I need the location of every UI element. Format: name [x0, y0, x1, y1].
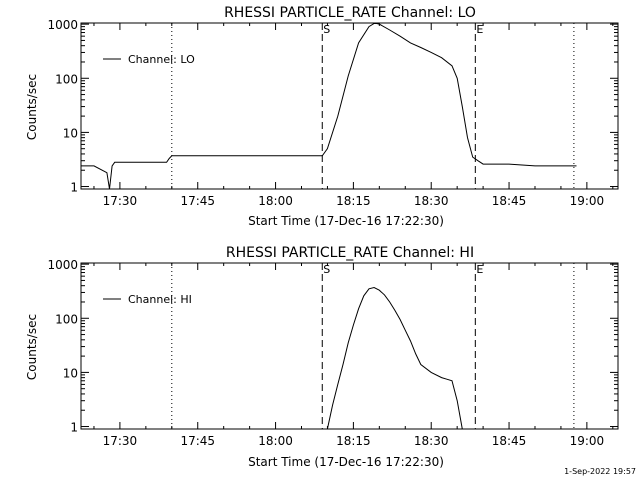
y-axis: 1 10 100 1000 [47, 258, 618, 435]
x-tick-label: 17:30 [103, 434, 138, 448]
y-axis: 1 10 100 1000 [47, 18, 618, 195]
y-tick-label: 10 [63, 126, 78, 140]
y-tick-label: 1 [70, 181, 78, 195]
x-tick-label: 18:00 [258, 194, 293, 208]
footer-timestamp: 1-Sep-2022 19:57 [564, 467, 636, 476]
x-tick-label: 19:00 [570, 434, 605, 448]
legend: Channel: LO [103, 53, 195, 66]
x-tick-label: 17:45 [180, 434, 215, 448]
chart-title: RHESSI PARTICLE_RATE Channel: LO [224, 5, 476, 21]
x-tick-label: 19:00 [570, 194, 605, 208]
marker-label: S [323, 23, 330, 36]
x-axis: 17:30 17:45 18:00 18:15 18:30 18:45 19:00 [93, 23, 614, 208]
y-tick-label: 1 [70, 421, 78, 435]
x-tick-label: 18:45 [492, 194, 527, 208]
x-tick-label: 17:45 [180, 194, 215, 208]
chart-title: RHESSI PARTICLE_RATE Channel: HI [226, 245, 474, 261]
y-tick-label: 10 [63, 366, 78, 380]
legend-entry: Channel: LO [128, 53, 195, 66]
y-tick-label: 100 [55, 312, 78, 326]
x-axis-label: Start Time (17-Dec-16 17:22:30) [248, 455, 444, 469]
x-tick-label: 18:45 [492, 434, 527, 448]
x-tick-label: 18:30 [414, 434, 449, 448]
plot-frame [80, 262, 619, 430]
y-axis-label: Counts/sec [25, 74, 39, 140]
marker-label: E [476, 23, 483, 36]
series-line-hi [326, 286, 463, 430]
panel-lo: RHESSI PARTICLE_RATE Channel: LO Counts/… [25, 5, 619, 228]
y-tick-label: 1000 [47, 18, 78, 32]
x-axis: 17:30 17:45 18:00 18:15 18:30 18:45 19:00 [93, 263, 614, 448]
plot-frame [80, 22, 619, 190]
marker-label: S [323, 263, 330, 276]
x-tick-label: 18:30 [414, 194, 449, 208]
marker-label: E [476, 263, 483, 276]
x-tick-label: 17:30 [103, 194, 138, 208]
x-axis-label: Start Time (17-Dec-16 17:22:30) [248, 214, 444, 228]
legend: Channel: HI [103, 293, 192, 306]
legend-entry: Channel: HI [128, 293, 192, 306]
x-tick-label: 18:15 [336, 434, 371, 448]
panel-hi: RHESSI PARTICLE_RATE Channel: HI Counts/… [25, 245, 619, 469]
x-tick-label: 18:15 [336, 194, 371, 208]
series-line-lo [81, 23, 577, 190]
y-tick-label: 100 [55, 72, 78, 86]
y-tick-label: 1000 [47, 258, 78, 272]
x-tick-label: 18:00 [258, 434, 293, 448]
y-axis-label: Counts/sec [25, 314, 39, 380]
